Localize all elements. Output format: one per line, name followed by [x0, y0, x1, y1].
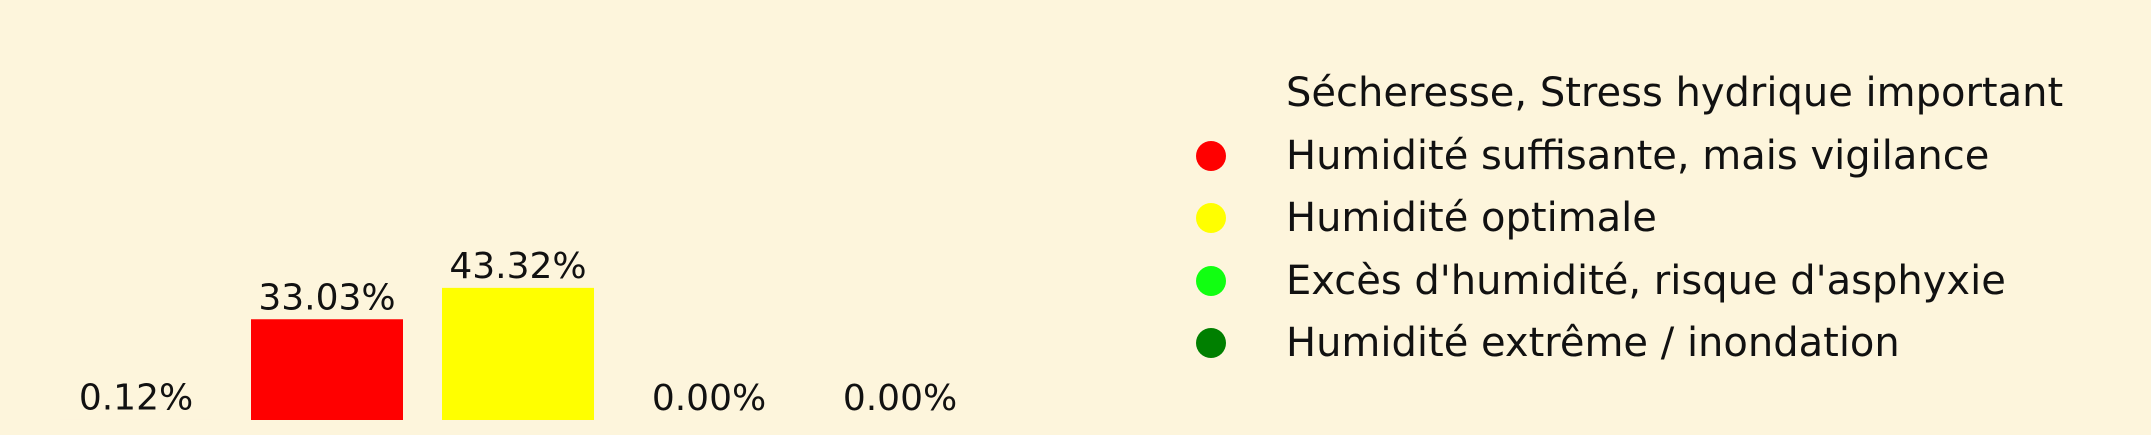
- legend-label-2: Humidité suffisante, mais vigilance: [1286, 132, 1990, 179]
- bar-3: [442, 287, 594, 420]
- bar-2: [251, 319, 403, 420]
- bar-value-label-3: 43.32%: [449, 246, 586, 287]
- legend-marker-4: [1196, 265, 1226, 296]
- legend-label-3: Humidité optimale: [1286, 195, 1657, 242]
- bar-plot: 0.12% 33.03% 43.32% 0.00% 0.00%: [78, 245, 958, 420]
- bar-value-label-1: 0.12%: [79, 378, 193, 419]
- legend-marker-2: [1196, 140, 1226, 171]
- legend-marker-3: [1196, 203, 1226, 234]
- bar-value-label-2: 33.03%: [258, 277, 395, 318]
- legend-label-4: Excès d'humidité, risque d'asphyxie: [1286, 257, 2006, 304]
- bar-value-label-5: 0.00%: [843, 378, 957, 419]
- legend-label-1: Sécheresse, Stress hydrique important: [1286, 70, 2064, 117]
- bar-value-label-4: 0.00%: [652, 378, 766, 419]
- legend-marker-1: [1196, 78, 1226, 109]
- legend-label-5: Humidité extrême / inondation: [1286, 320, 1900, 367]
- legend-marker-5: [1196, 328, 1226, 359]
